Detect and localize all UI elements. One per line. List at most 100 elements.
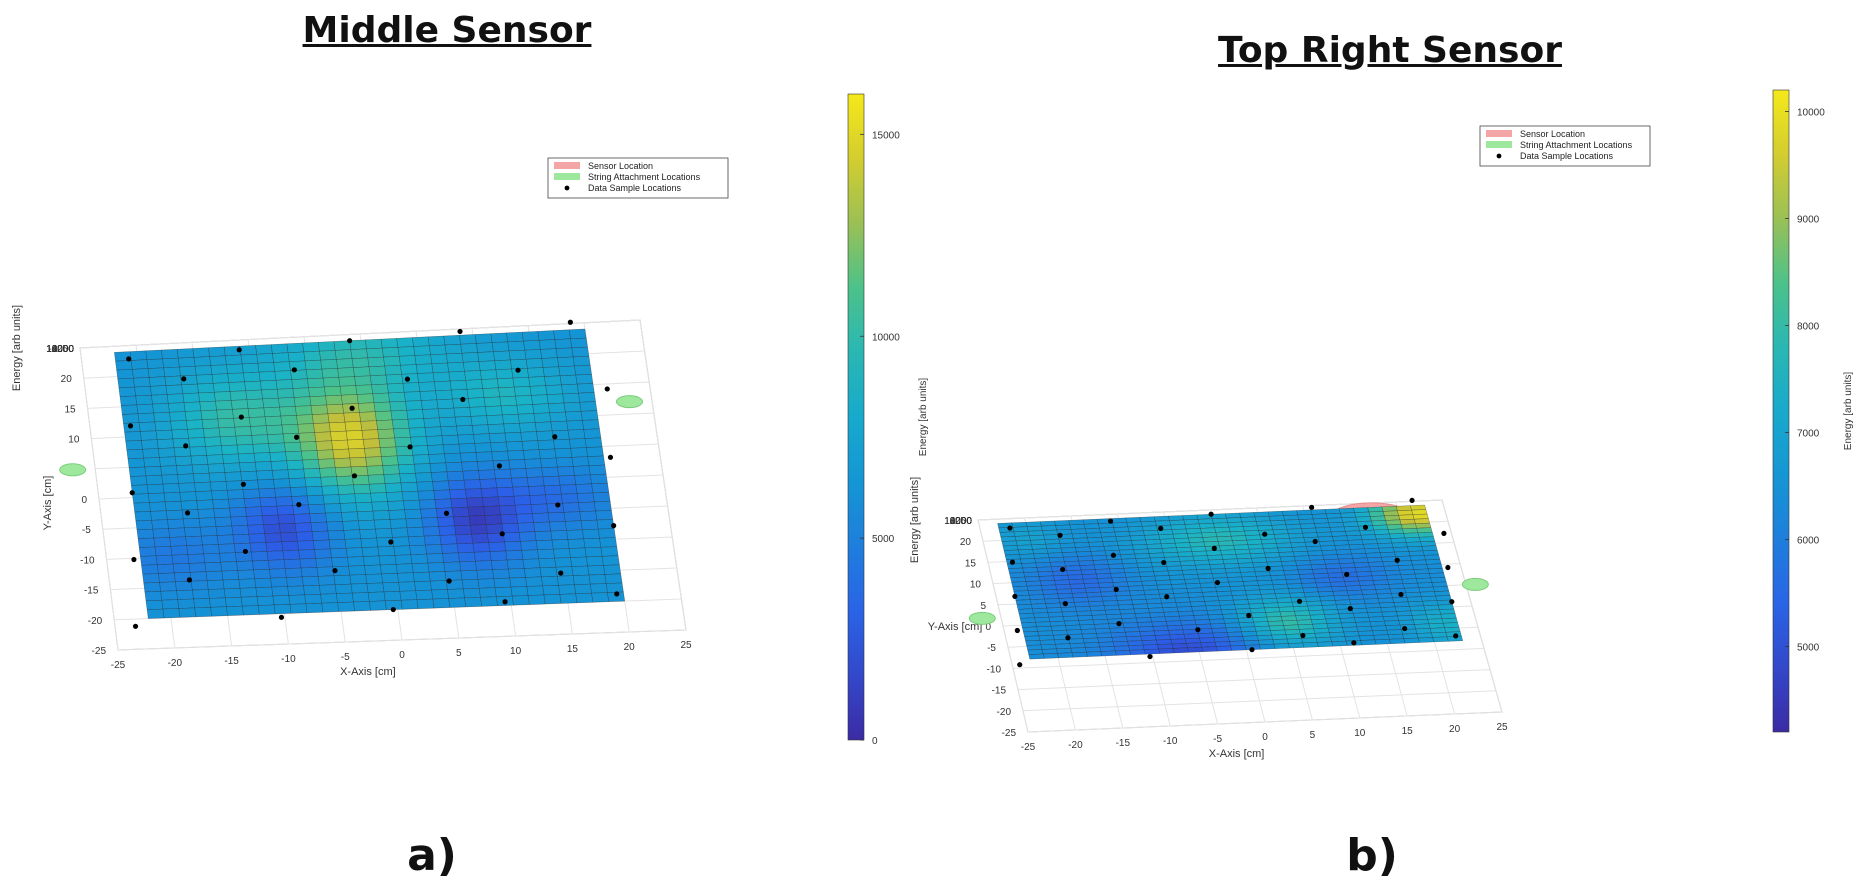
panel-label: b) — [1346, 830, 1398, 881]
surface-patch — [1097, 637, 1114, 643]
z-tick-label: 0 — [68, 344, 74, 355]
surface-patch — [326, 521, 344, 532]
surface-patch — [422, 408, 440, 419]
surface-patch — [365, 456, 383, 467]
surface-patch — [1405, 591, 1422, 598]
surface-patch — [1064, 560, 1081, 567]
surface-patch — [406, 526, 425, 537]
surface-patch — [1285, 578, 1302, 585]
surface-patch — [380, 564, 398, 575]
surface-patch — [479, 478, 498, 489]
surface-patch — [1081, 573, 1098, 580]
surface-patch — [1142, 584, 1159, 591]
surface-patch — [1109, 568, 1126, 574]
surface-patch — [1106, 613, 1123, 620]
data-sample-point — [1014, 627, 1020, 634]
surface-patch — [144, 466, 162, 477]
surface-patch — [512, 595, 530, 606]
surface-patch — [511, 477, 529, 488]
surface-patch — [435, 389, 453, 400]
surface-patch — [431, 362, 450, 373]
surface-patch — [218, 543, 236, 554]
surface-patch — [1419, 591, 1436, 597]
surface-patch — [224, 471, 242, 482]
surface-patch — [339, 385, 358, 396]
surface-patch — [313, 422, 331, 433]
surface-patch — [1158, 533, 1175, 540]
surface-patch — [1329, 526, 1346, 533]
surface-patch — [285, 450, 303, 461]
surface-patch — [299, 441, 318, 452]
surface-patch — [1411, 509, 1428, 515]
surface-patch — [1373, 529, 1390, 535]
surface-patch — [1188, 537, 1205, 543]
surface-patch — [152, 528, 170, 539]
surface-patch — [1178, 610, 1194, 617]
surface-patch — [1022, 567, 1039, 573]
surface-patch — [1133, 548, 1150, 555]
surface-patch — [1253, 621, 1270, 627]
surface-patch — [1245, 534, 1262, 541]
surface-patch — [1349, 598, 1366, 605]
surface-patch — [214, 391, 232, 402]
surface-patch — [226, 489, 245, 500]
surface-patch — [1128, 530, 1145, 537]
surface-patch — [440, 425, 458, 436]
surface-patch — [418, 381, 436, 392]
surface-patch — [1220, 549, 1237, 556]
surface-patch — [284, 441, 302, 453]
surface-patch — [434, 498, 453, 509]
surface-patch — [545, 384, 563, 395]
x-tick-label: -10 — [281, 654, 296, 665]
surface-patch — [1329, 631, 1346, 638]
surface-patch — [1056, 648, 1073, 654]
surface-patch — [161, 474, 179, 485]
surface-patch — [1327, 517, 1344, 524]
surface-patch — [1355, 621, 1372, 628]
surface-patch — [1276, 542, 1293, 549]
surface-patch — [208, 588, 226, 599]
surface-patch — [296, 531, 314, 542]
surface-patch — [252, 443, 270, 454]
surface-patch — [269, 451, 287, 462]
surface-patch — [201, 535, 219, 546]
surface-patch — [1317, 641, 1334, 648]
surface-patch — [1175, 542, 1191, 548]
surface-patch — [310, 404, 329, 415]
surface-patch — [1289, 537, 1306, 543]
data-sample-point — [1113, 586, 1119, 593]
surface-patch — [1161, 602, 1178, 608]
surface-patch — [1425, 559, 1442, 565]
surface-patch — [1179, 615, 1196, 621]
surface-patch — [343, 412, 361, 423]
surface-patch — [1184, 637, 1201, 644]
y-tick-label: -20 — [88, 616, 103, 627]
surface-patch — [1099, 646, 1116, 652]
data-sample-point — [390, 606, 396, 613]
surface-patch — [1144, 593, 1161, 600]
surface-patch — [344, 421, 363, 432]
surface-patch — [1379, 551, 1396, 558]
data-sample-point — [1351, 640, 1357, 646]
surface-patch — [548, 402, 566, 413]
surface-patch — [1225, 627, 1242, 633]
surface-patch — [549, 411, 567, 422]
surface-patch — [1417, 531, 1434, 538]
surface-patch — [1176, 606, 1193, 612]
surface-patch — [1237, 617, 1254, 623]
y-tick-label: 0 — [985, 622, 991, 633]
surface-patch — [356, 393, 375, 404]
colorbar-tick-label: 0 — [872, 736, 878, 747]
surface-patch — [1070, 588, 1087, 594]
surface-patch — [415, 589, 434, 600]
surface-patch — [1288, 642, 1305, 649]
surface-patch — [1233, 544, 1250, 550]
surface-patch — [1407, 601, 1425, 607]
surface-patch — [1404, 587, 1421, 593]
surface-patch — [181, 383, 199, 394]
surface-patch — [480, 369, 498, 380]
surface-patch — [215, 525, 234, 536]
surface-patch — [208, 472, 227, 483]
surface-patch — [1042, 589, 1059, 595]
surface-patch — [1299, 523, 1316, 529]
